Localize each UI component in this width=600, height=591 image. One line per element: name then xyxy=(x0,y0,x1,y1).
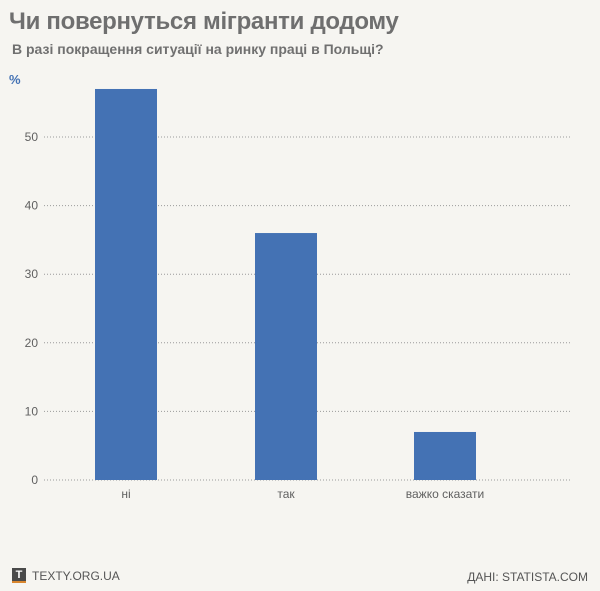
chart-title: Чи повернуться мігранти додому xyxy=(9,8,399,35)
x-tick-label: ні xyxy=(121,487,130,501)
bar-0 xyxy=(95,88,157,480)
texty-logo-icon: T xyxy=(12,568,26,583)
y-tick-label: 10 xyxy=(25,404,39,418)
chart-subtitle: В разі покращення ситуації на ринку прац… xyxy=(12,41,384,57)
y-tick-label: 30 xyxy=(25,267,39,281)
y-axis-unit-label: % xyxy=(9,72,21,87)
bar-1 xyxy=(255,233,317,480)
site-name: TEXTY.ORG.UA xyxy=(32,568,120,583)
y-tick-label: 40 xyxy=(25,199,39,213)
data-source: ДАНІ: STATISTA.COM xyxy=(467,570,588,584)
x-tick-label: важко сказати xyxy=(406,487,485,501)
y-tick-label: 0 xyxy=(31,473,38,487)
y-tick-label: 20 xyxy=(25,336,39,350)
bar-2 xyxy=(414,431,476,480)
x-tick-label: так xyxy=(277,487,295,501)
y-tick-label: 50 xyxy=(25,130,39,144)
footer-brand: T TEXTY.ORG.UA xyxy=(12,568,120,583)
